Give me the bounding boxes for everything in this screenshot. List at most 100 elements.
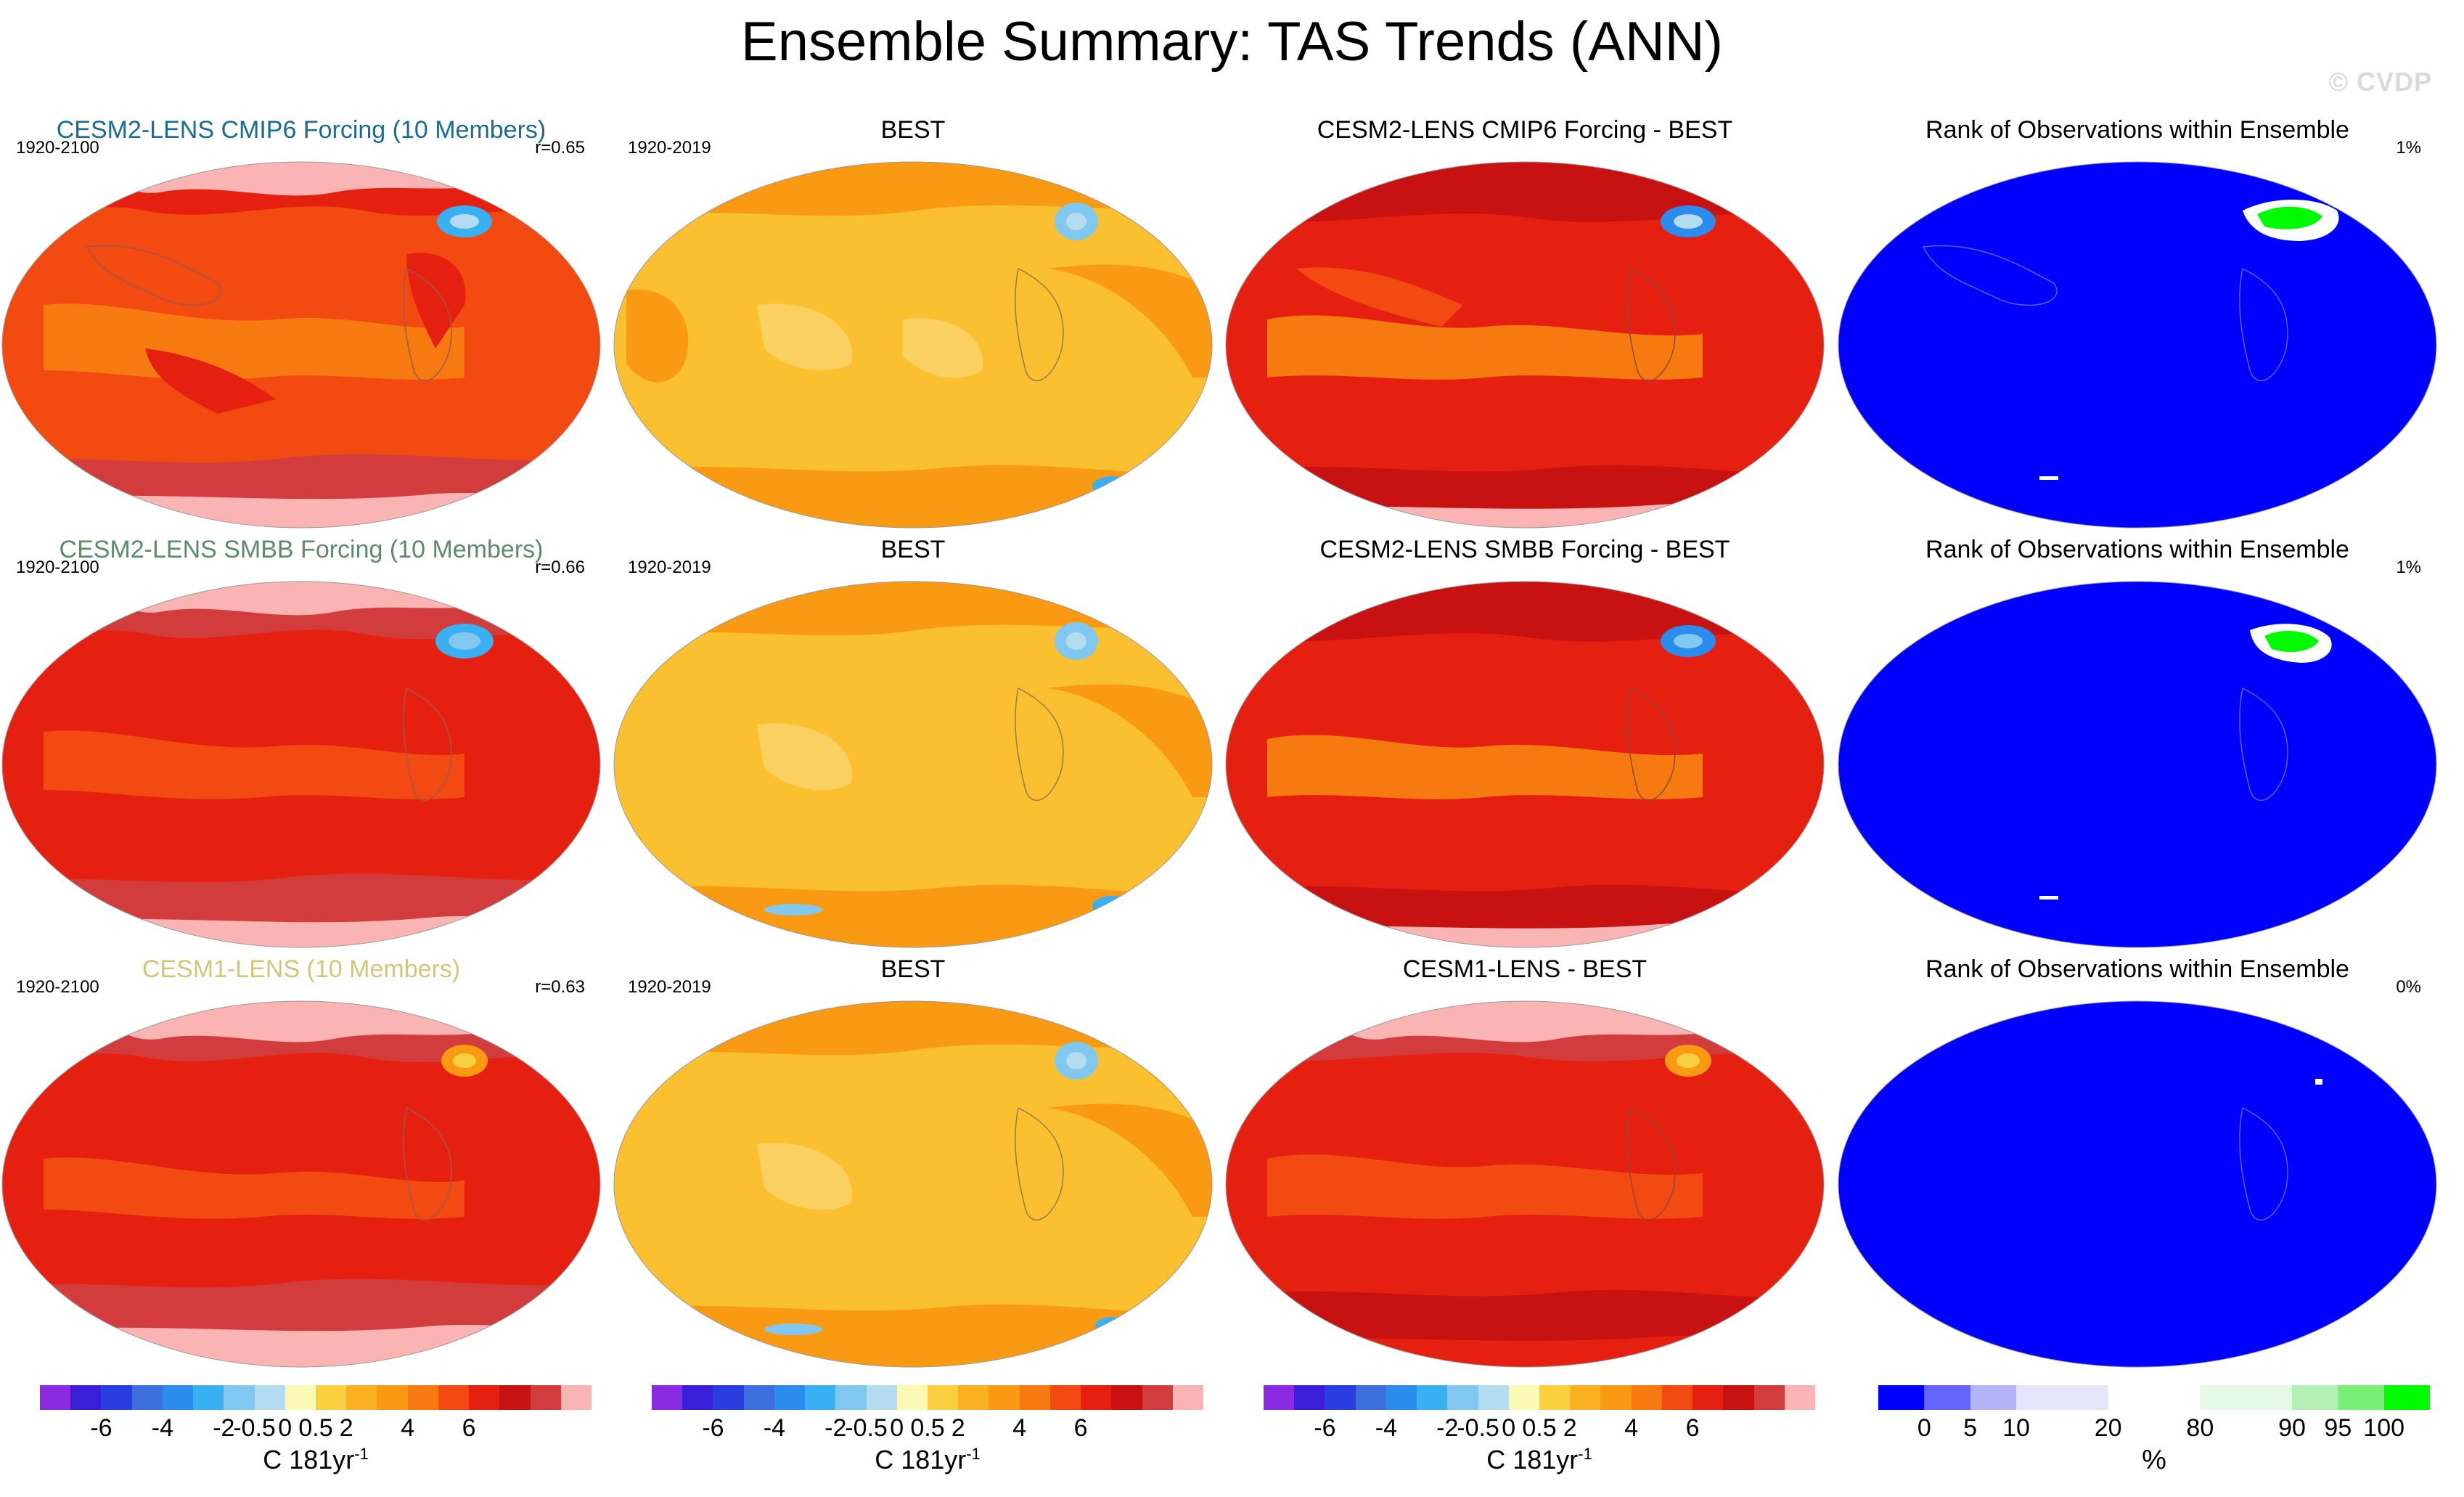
rank-percent-label: 1%: [2396, 558, 2421, 577]
colorbar-swatch: [346, 1385, 377, 1410]
colorbar-blocks: [1264, 1385, 1815, 1410]
panel-title: CESM2-LENS CMIP6 Forcing - BEST: [1317, 116, 1733, 144]
colorbar-swatch: [927, 1385, 959, 1410]
world-map-rank: [1838, 161, 2437, 529]
colorbar-tick-label: 0: [1502, 1414, 1516, 1442]
colorbar-swatch: [407, 1385, 438, 1410]
colorbar-tick-label: 0.5: [298, 1414, 333, 1442]
colorbar-tick-label: 0: [1917, 1414, 1931, 1442]
panel-title: BEST: [880, 955, 946, 983]
colorbar-swatch: [713, 1385, 744, 1410]
colorbar-tick-label: 0.5: [910, 1414, 945, 1442]
colorbar-swatch: [1386, 1385, 1417, 1410]
colorbar-swatch: [1142, 1385, 1173, 1410]
panel-model-row3: CESM1-LENS (10 Members) 1920-2100 r=0.63: [0, 955, 602, 1369]
colorbar-tick-label: -4: [151, 1414, 173, 1442]
colorbar-tick-label: -6: [90, 1414, 112, 1442]
panel-title: Rank of Observations within Ensemble: [1925, 116, 2349, 144]
colorbar-swatch: [1784, 1385, 1815, 1410]
colorbar-swatch: [2015, 1385, 2063, 1410]
colorbar-swatch: [1970, 1385, 2016, 1410]
panel-diff-row1: CESM2-LENS CMIP6 Forcing - BEST: [1224, 116, 1826, 530]
panel-model-row1: CESM2-LENS CMIP6 Forcing (10 Members) 19…: [0, 116, 602, 530]
colorbar-swatch: [1508, 1385, 1539, 1410]
colorbar-swatch: [377, 1385, 408, 1410]
colorbar-swatch: [1264, 1385, 1295, 1410]
colorbar-swatch: [2108, 1385, 2154, 1410]
colorbar-swatch: [1723, 1385, 1754, 1410]
world-map-obs: [613, 161, 1213, 529]
colorbar-swatch: [743, 1385, 774, 1410]
colorbar-swatch: [2383, 1385, 2430, 1410]
correlation-label: r=0.66: [535, 558, 585, 577]
colorbar-tick-label: -0.5: [233, 1414, 276, 1442]
colorbar-swatch: [805, 1385, 836, 1410]
panel-title: CESM2-LENS CMIP6 Forcing (10 Members): [56, 116, 547, 144]
panel-rank-row1: Rank of Observations within Ensemble 1%: [1836, 116, 2439, 530]
colorbar-swatch: [1753, 1385, 1785, 1410]
colorbar-tick-label: 95: [2324, 1414, 2352, 1442]
colorbar-swatch: [1924, 1385, 1970, 1410]
colorbar-swatch: [1111, 1385, 1142, 1410]
colorbar-swatch: [469, 1385, 500, 1410]
colorbar-swatch: [652, 1385, 683, 1410]
world-map-rank: [1838, 1000, 2437, 1368]
colorbar-tick-label: 20: [2094, 1414, 2122, 1442]
period-label: 1920-2100: [16, 558, 99, 577]
rank-percent-label: 1%: [2396, 138, 2421, 158]
panel-title: CESM1-LENS (10 Members): [142, 955, 461, 983]
colorbar-tick-label: 5: [1963, 1414, 1978, 1442]
colorbar-swatch: [1081, 1385, 1112, 1410]
figure-title: Ensemble Summary: TAS Trends (ANN): [741, 11, 1723, 73]
colorbar-swatch: [1325, 1385, 1356, 1410]
colorbar-trend-3: -6 -4 -2 -0.5 0 0.5 2 4 6 C 181yr-1: [1264, 1385, 1815, 1487]
colorbar-swatch: [560, 1385, 592, 1410]
colorbar-swatch: [1693, 1385, 1724, 1410]
colorbar-swatch: [285, 1385, 316, 1410]
colorbar-units: C 181yr-1: [263, 1445, 369, 1474]
colorbar-swatch: [162, 1385, 194, 1410]
colorbar-tick-label: 4: [401, 1414, 415, 1442]
colorbar-swatch: [530, 1385, 561, 1410]
period-label: 1920-2019: [628, 138, 711, 158]
world-map-model: [1, 1000, 601, 1368]
colorbar-swatch: [2200, 1385, 2246, 1410]
colorbar-swatch: [101, 1385, 132, 1410]
panel-diff-row2: CESM2-LENS SMBB Forcing - BEST: [1224, 536, 1826, 950]
colorbar-trend-2: -6 -4 -2 -0.5 0 0.5 2 4 6 C 181yr-1: [652, 1385, 1203, 1487]
colorbar-swatch: [1447, 1385, 1478, 1410]
colorbar-tick-label: 4: [1624, 1414, 1639, 1442]
colorbar-swatch: [2153, 1385, 2201, 1410]
colorbar-swatch: [1600, 1385, 1632, 1410]
panel-obs-row3: BEST 1920-2019: [612, 955, 1214, 1369]
colorbar-swatch: [1631, 1385, 1662, 1410]
world-map-obs: [613, 1000, 1213, 1368]
colorbar-tick-label: 6: [1073, 1414, 1088, 1442]
colorbar-swatch: [131, 1385, 163, 1410]
colorbar-blocks: [652, 1385, 1203, 1410]
colorbar-swatch: [315, 1385, 347, 1410]
colorbar-swatch: [2246, 1385, 2292, 1410]
colorbar-tick-label: -2: [824, 1414, 847, 1442]
colorbar-swatch: [896, 1385, 928, 1410]
colorbar-swatch: [1019, 1385, 1050, 1410]
colorbar-tick-label: 2: [1563, 1414, 1577, 1442]
colorbar-swatch: [1355, 1385, 1386, 1410]
panel-diff-row3: CESM1-LENS - BEST: [1224, 955, 1826, 1369]
correlation-label: r=0.63: [535, 977, 585, 997]
colorbar-blocks: [1878, 1385, 2430, 1410]
colorbar-swatch: [1539, 1385, 1571, 1410]
colorbar-swatch: [1294, 1385, 1325, 1410]
colorbar-tick-label: 0: [890, 1414, 904, 1442]
panel-title: CESM2-LENS SMBB Forcing - BEST: [1319, 536, 1730, 563]
colorbar-swatch: [254, 1385, 285, 1410]
colorbar-swatch: [193, 1385, 224, 1410]
colorbar-tick-label: 100: [2363, 1414, 2405, 1442]
colorbar-swatch: [1661, 1385, 1693, 1410]
colorbar-tick-label: -2: [1436, 1414, 1459, 1442]
colorbar-swatch: [1570, 1385, 1601, 1410]
world-map-rank: [1838, 581, 2437, 948]
colorbar-tick-label: -0.5: [845, 1414, 888, 1442]
panel-rank-row3: Rank of Observations within Ensemble 0%: [1836, 955, 2439, 1369]
colorbar-swatch: [1172, 1385, 1203, 1410]
